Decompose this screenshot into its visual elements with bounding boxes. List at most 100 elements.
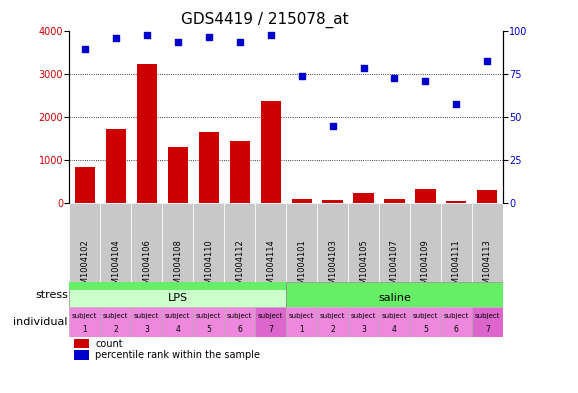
Point [142, 32, 151, 38]
Text: stress: stress [35, 290, 68, 299]
Text: 6: 6 [237, 325, 242, 334]
Bar [441, 204, 472, 283]
Point [235, 39, 244, 45]
Point [173, 39, 183, 45]
Bar [379, 204, 410, 283]
Point [359, 64, 368, 71]
Text: 1: 1 [83, 325, 87, 334]
Bar [162, 204, 193, 283]
Text: GSM1004106: GSM1004106 [142, 239, 151, 295]
Text: subject: subject [134, 314, 160, 320]
Bar [162, 307, 193, 338]
Point [421, 78, 430, 84]
Bar [354, 193, 373, 204]
Point [390, 75, 399, 81]
Bar [379, 307, 410, 338]
Bar [286, 204, 317, 283]
Text: subject: subject [382, 314, 407, 320]
Bar [106, 129, 126, 204]
Bar [74, 351, 89, 360]
Bar [75, 167, 95, 204]
Point [80, 46, 90, 52]
Bar [286, 283, 503, 307]
Bar [255, 204, 286, 283]
Text: LPS: LPS [168, 293, 188, 303]
Point [328, 123, 337, 129]
Bar [168, 147, 188, 204]
Text: 3: 3 [361, 325, 366, 334]
Text: subject: subject [444, 314, 469, 320]
Text: 5: 5 [423, 325, 428, 334]
Text: saline: saline [378, 293, 411, 303]
Text: 1: 1 [299, 325, 304, 334]
Bar [472, 307, 503, 338]
Bar [224, 204, 255, 283]
Bar [348, 307, 379, 338]
Point [111, 35, 120, 41]
Bar [472, 204, 503, 283]
Text: 4: 4 [392, 325, 397, 334]
Bar [416, 189, 435, 204]
Bar [323, 200, 343, 204]
Bar [446, 201, 466, 204]
Text: GSM1004102: GSM1004102 [80, 239, 90, 295]
Text: GSM1004109: GSM1004109 [421, 239, 430, 295]
Text: GSM1004101: GSM1004101 [297, 239, 306, 295]
Text: GSM1004108: GSM1004108 [173, 239, 182, 295]
Text: subject: subject [475, 314, 500, 320]
Bar [69, 307, 101, 338]
Text: subject: subject [196, 314, 221, 320]
Bar [477, 191, 498, 204]
Point [452, 101, 461, 107]
Text: 6: 6 [454, 325, 459, 334]
Text: 3: 3 [144, 325, 149, 334]
Text: GSM1004104: GSM1004104 [112, 239, 120, 295]
Bar [229, 141, 250, 204]
Bar [255, 307, 286, 338]
Text: 7: 7 [485, 325, 490, 334]
Point [483, 57, 492, 64]
Text: subject: subject [258, 314, 283, 320]
Text: GSM1004107: GSM1004107 [390, 239, 399, 295]
Bar [69, 283, 286, 307]
Bar [441, 307, 472, 338]
Text: GSM1004114: GSM1004114 [266, 239, 275, 295]
Text: GSM1004112: GSM1004112 [235, 239, 244, 295]
Bar [286, 307, 317, 338]
Bar [101, 307, 131, 338]
Text: subject: subject [320, 314, 345, 320]
Text: percentile rank within the sample: percentile rank within the sample [95, 350, 260, 360]
Text: subject: subject [227, 314, 253, 320]
Text: subject: subject [289, 314, 314, 320]
Bar [317, 204, 348, 283]
Text: 2: 2 [113, 325, 118, 334]
Text: count: count [95, 339, 123, 349]
Bar [317, 307, 348, 338]
Text: individual: individual [13, 317, 68, 327]
Text: 4: 4 [175, 325, 180, 334]
Text: subject: subject [413, 314, 438, 320]
Point [297, 73, 306, 79]
Point [204, 33, 213, 40]
Bar [224, 307, 255, 338]
Text: GSM1004103: GSM1004103 [328, 239, 337, 295]
Bar [74, 339, 89, 348]
Bar [131, 204, 162, 283]
Bar [410, 204, 441, 283]
Bar [69, 204, 101, 283]
Bar [199, 132, 218, 204]
Bar [348, 204, 379, 283]
Bar [137, 64, 157, 204]
Text: subject: subject [351, 314, 376, 320]
Text: 7: 7 [268, 325, 273, 334]
Text: subject: subject [103, 314, 128, 320]
Text: 5: 5 [206, 325, 211, 334]
Point [266, 32, 275, 38]
Text: GSM1004111: GSM1004111 [452, 239, 461, 295]
Text: GSM1004110: GSM1004110 [204, 239, 213, 295]
Bar [261, 101, 281, 204]
Bar [384, 198, 405, 204]
Bar [193, 307, 224, 338]
Text: GSM1004105: GSM1004105 [359, 239, 368, 295]
Bar [131, 307, 162, 338]
